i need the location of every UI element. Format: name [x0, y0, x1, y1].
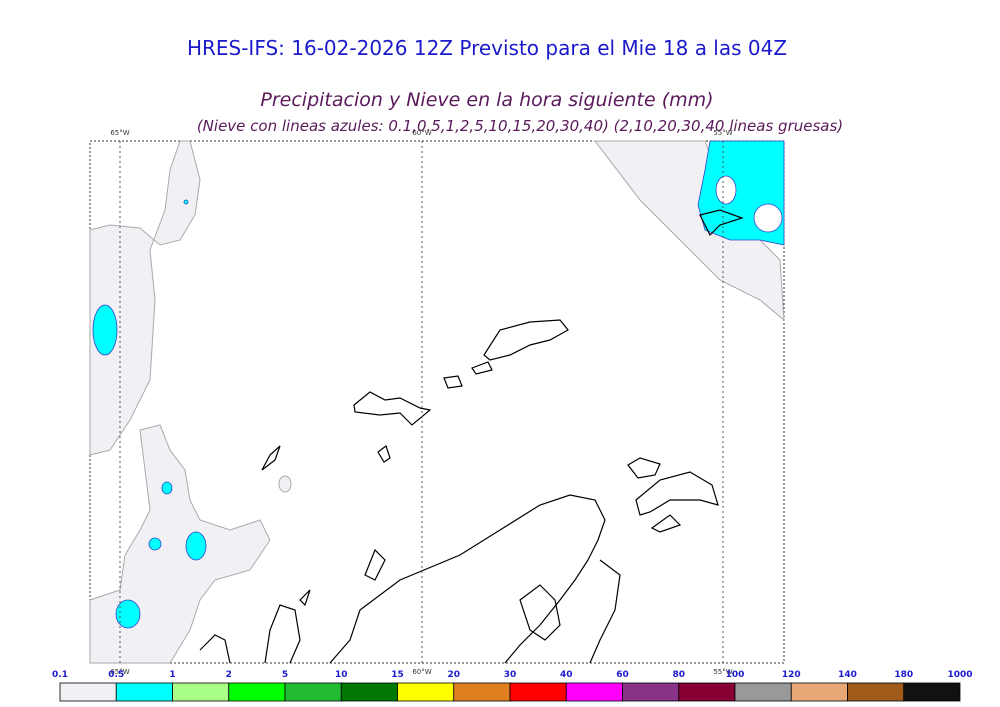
- legend-label: 0.5: [108, 670, 124, 680]
- legend-swatch: [59, 682, 117, 702]
- precip-holes: [715, 175, 783, 233]
- lon-label: 60°W: [412, 668, 431, 676]
- legend-label: 0.1: [52, 670, 68, 680]
- legend-swatch: [903, 682, 961, 702]
- legend-swatch: [284, 682, 342, 702]
- legend-label: 1000: [947, 670, 972, 680]
- legend-swatch: [397, 682, 455, 702]
- legend-label: 40: [560, 670, 573, 680]
- legend-label: 15: [391, 670, 404, 680]
- legend-label: 10: [335, 670, 348, 680]
- legend-swatch: [565, 682, 623, 702]
- legend-label: 20: [447, 670, 460, 680]
- legend-label: 80: [672, 670, 685, 680]
- legend-label: 60: [616, 670, 629, 680]
- legend-label: 2: [226, 670, 232, 680]
- legend-swatch: [847, 682, 905, 702]
- lon-label: 55°W: [713, 668, 732, 676]
- legend-swatch: [115, 682, 173, 702]
- legend-label: 100: [726, 670, 745, 680]
- legend-label: 30: [504, 670, 517, 680]
- legend-swatch: [622, 682, 680, 702]
- lon-label: 65°W: [110, 129, 129, 137]
- legend-swatch: [790, 682, 848, 702]
- legend-label: 5: [282, 670, 288, 680]
- lon-label: 60°W: [412, 129, 431, 137]
- title: HRES-IFS: 16-02-2026 12Z Previsto para e…: [187, 36, 787, 60]
- color-legend: 0.1 0.5 1 2 5 10 15 20 30 40 60 80 100 120 140 180 1000: [52, 670, 973, 702]
- legend-swatch: [228, 682, 286, 702]
- lon-label: 55°W: [713, 129, 732, 137]
- legend-swatch: [678, 682, 736, 702]
- legend-label: 120: [782, 670, 801, 680]
- coastline: [199, 209, 744, 664]
- legend-swatch: [509, 682, 567, 702]
- legend-label: 180: [894, 670, 913, 680]
- legend-swatch: [340, 682, 398, 702]
- legend-swatch: [172, 682, 230, 702]
- note: (Nieve con lineas azules: 0.1,0.5,1,2,5,…: [197, 117, 843, 135]
- subtitle: Precipitacion y Nieve en la hora siguien…: [260, 89, 713, 111]
- legend-label: 1: [169, 670, 175, 680]
- legend-label: 140: [838, 670, 857, 680]
- legend-swatch: [734, 682, 792, 702]
- meridians: [119, 141, 724, 663]
- legend-swatch: [453, 682, 511, 702]
- lon-label: 65°W: [110, 668, 129, 676]
- map: 65°W 60°W 55°W 65°W 60°W 55°W: [89, 129, 785, 676]
